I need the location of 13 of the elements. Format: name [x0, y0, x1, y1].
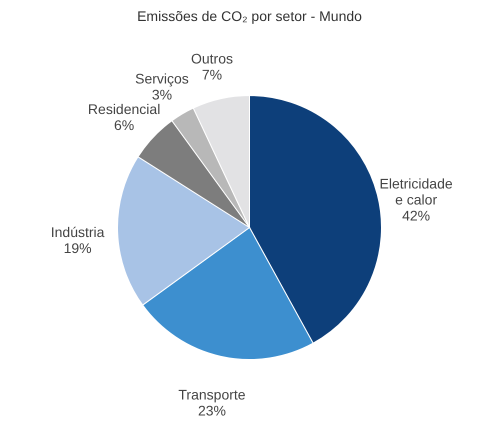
- data-label: 23%: [198, 402, 226, 418]
- slice-label: Outros: [190, 50, 233, 67]
- data-label: 19%: [64, 240, 92, 256]
- slice-label: Transporte: [178, 386, 246, 402]
- slice-label: Residencial: [88, 100, 160, 117]
- slice-label: Eletricidade e calor: [380, 176, 453, 208]
- slice-label: Indústria: [50, 224, 105, 240]
- chart-title: Emissões de CO₂ por setor - Mundo: [137, 8, 362, 24]
- slice-label: Serviços: [135, 70, 189, 86]
- data-label: 42%: [402, 208, 430, 224]
- data-label: 6%: [114, 116, 134, 133]
- data-label: 7%: [202, 66, 222, 83]
- data-label: 3%: [152, 86, 172, 102]
